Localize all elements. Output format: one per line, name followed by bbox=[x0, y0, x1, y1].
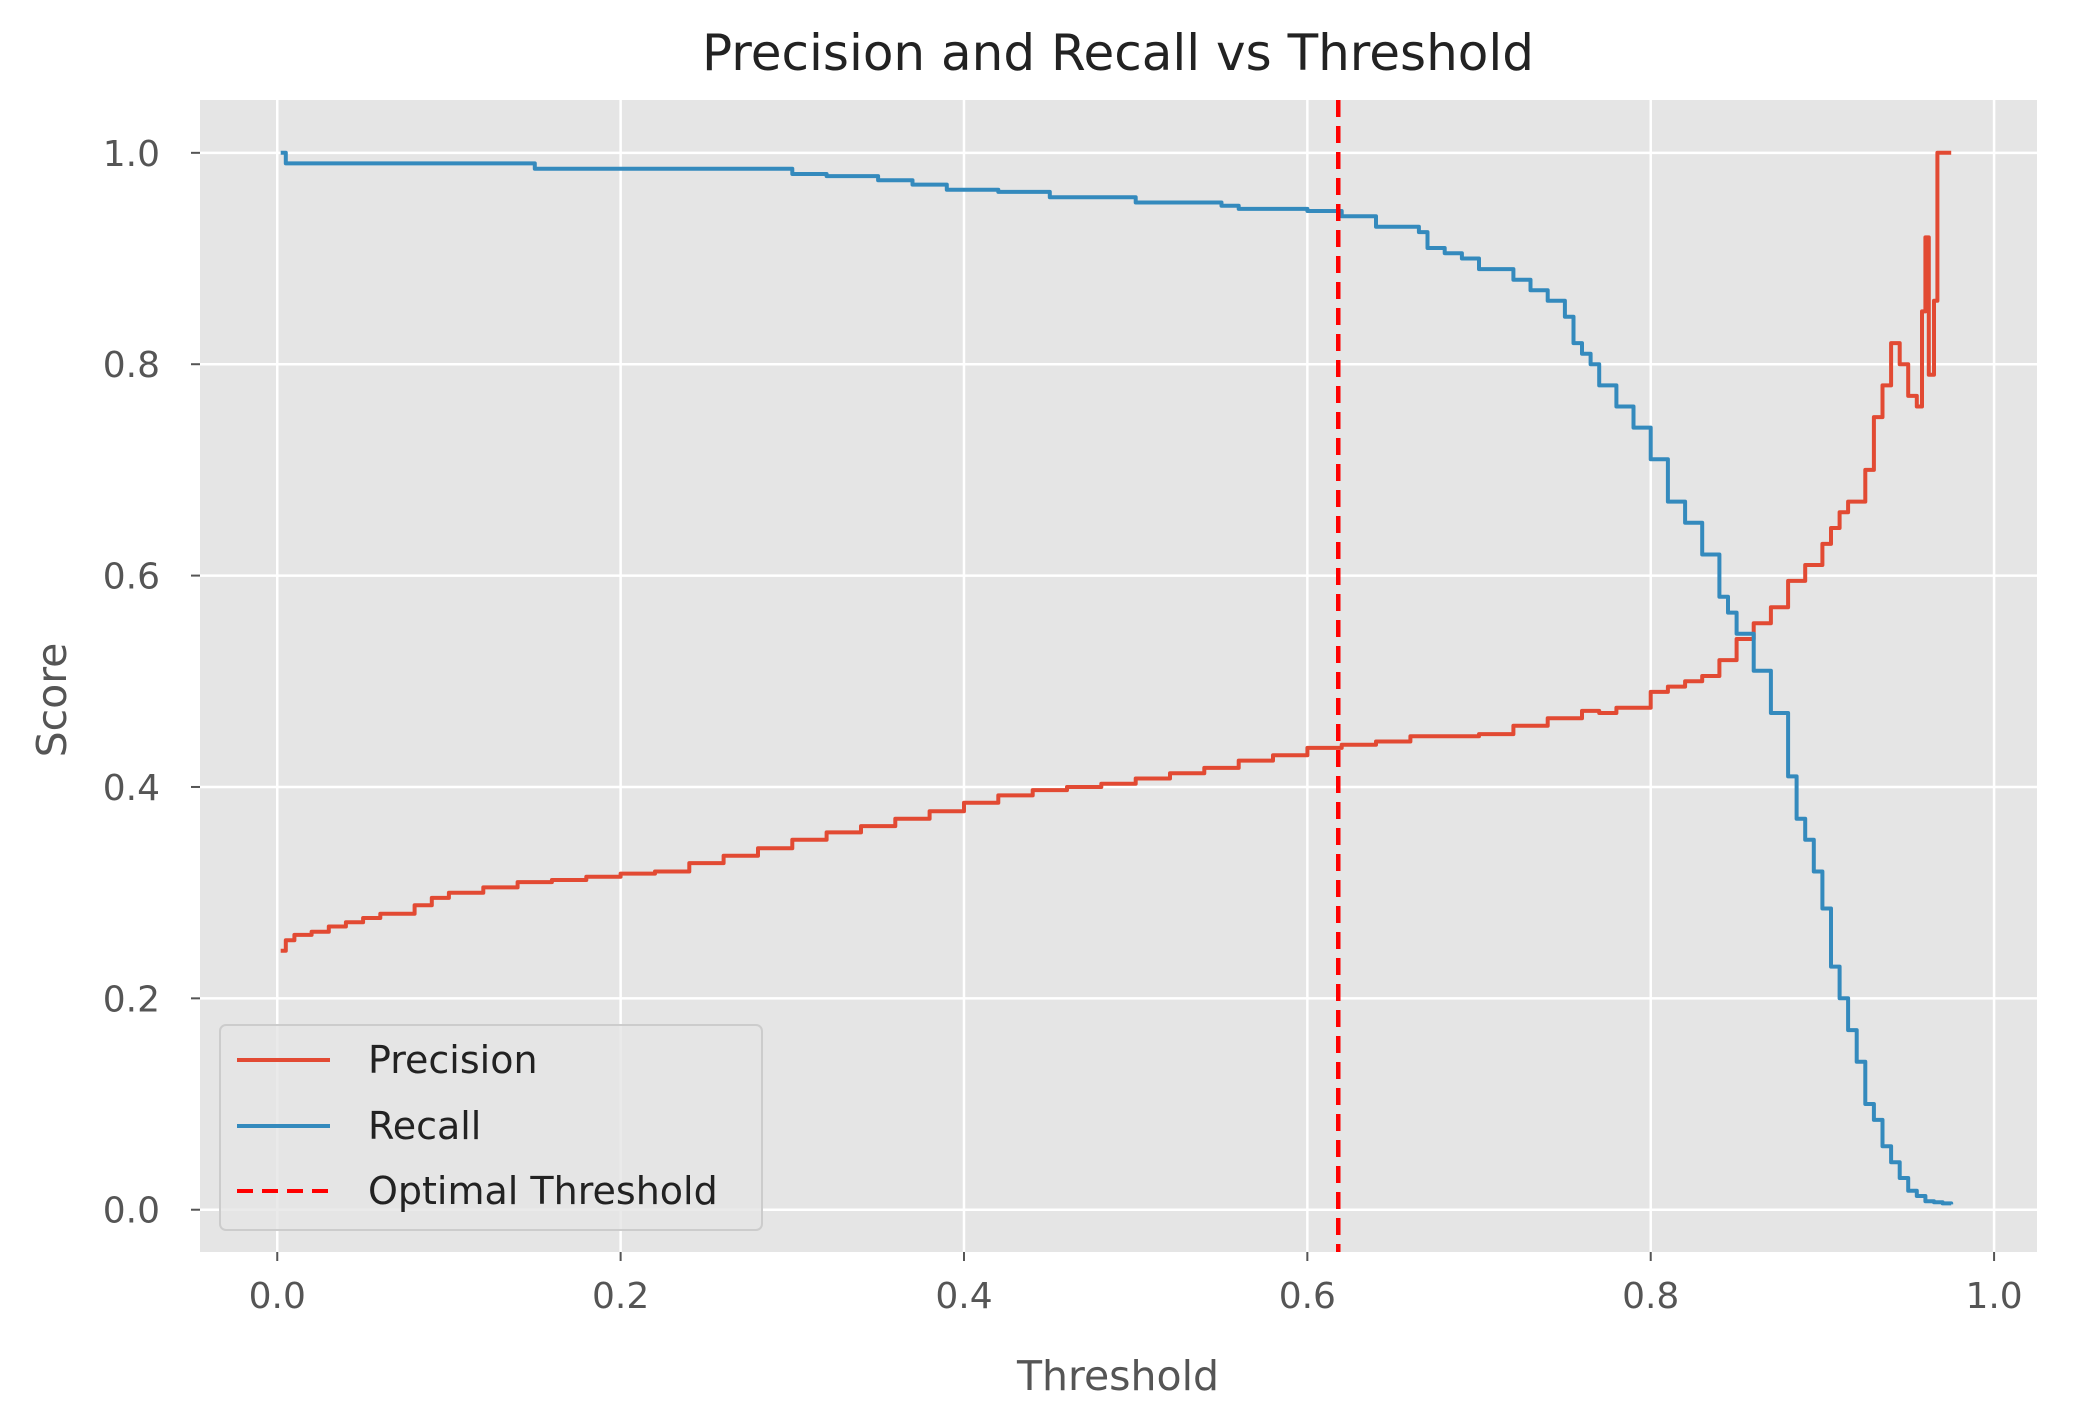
y-tick-label: 0.2 bbox=[103, 979, 160, 1020]
legend-label-optimal-threshold: Optimal Threshold bbox=[368, 1169, 718, 1213]
x-tick-label: 0.4 bbox=[935, 1276, 992, 1317]
y-axis-label: Score bbox=[28, 643, 76, 758]
x-tick-label: 0.0 bbox=[249, 1276, 306, 1317]
x-tick-label: 0.8 bbox=[1622, 1276, 1679, 1317]
series-layer bbox=[280, 100, 1954, 1252]
y-tick-label: 0.6 bbox=[103, 557, 160, 598]
x-tick-label: 0.6 bbox=[1279, 1276, 1336, 1317]
chart-title: Precision and Recall vs Threshold bbox=[702, 24, 1534, 82]
legend-label-precision: Precision bbox=[368, 1038, 538, 1082]
legend-box bbox=[219, 1024, 763, 1231]
series-line-precision bbox=[280, 150, 1952, 953]
x-tick-label: 1.0 bbox=[1965, 1276, 2022, 1317]
y-tick-label: 0.4 bbox=[103, 768, 160, 809]
x-axis-ticks: 0.0 0.2 0.4 0.6 0.8 1.0 bbox=[249, 1252, 2023, 1317]
y-tick-label: 0.0 bbox=[103, 1191, 160, 1232]
y-axis-ticks: 0.0 0.2 0.4 0.6 0.8 1.0 bbox=[103, 134, 200, 1232]
y-tick-label: 1.0 bbox=[103, 134, 160, 175]
series-line-recall bbox=[280, 150, 1954, 1206]
x-axis-label: Threshold bbox=[1016, 1352, 1219, 1400]
x-tick-label: 0.2 bbox=[592, 1276, 649, 1317]
grid-lines bbox=[200, 100, 2037, 1252]
legend-label-recall: Recall bbox=[368, 1104, 481, 1148]
legend: Precision Recall Optimal Threshold bbox=[219, 1024, 763, 1231]
y-tick-label: 0.8 bbox=[103, 345, 160, 386]
